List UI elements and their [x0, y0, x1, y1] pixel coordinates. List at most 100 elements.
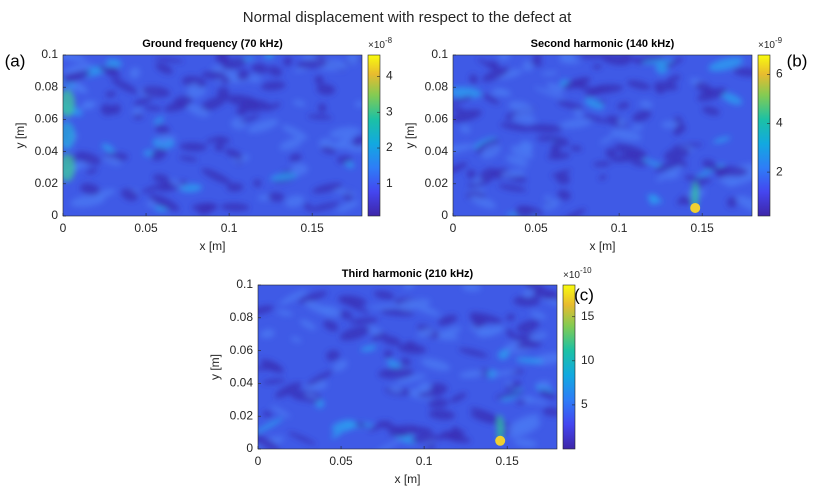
field-blob: [261, 378, 286, 385]
x-tick-label: 0.1: [416, 454, 433, 468]
plot-title: Third harmonic (210 kHz): [342, 268, 474, 280]
field-blob: [497, 349, 510, 360]
field-blob: [451, 426, 461, 438]
field-blob: [513, 295, 541, 307]
y-tick-label: 0.08: [230, 310, 254, 324]
field-blob: [500, 122, 532, 132]
field-blob: [63, 62, 93, 75]
field-blob: [215, 55, 227, 64]
field-blob: [529, 331, 548, 341]
field-blob: [438, 314, 458, 326]
field-blob: [556, 173, 570, 185]
field-blob: [63, 121, 75, 150]
field-blob: [482, 325, 505, 337]
field-blob: [544, 290, 557, 298]
field-blob: [514, 206, 535, 216]
field-blob: [495, 435, 506, 446]
field-blob: [268, 192, 285, 202]
field-blob: [240, 115, 261, 123]
field-blob: [326, 349, 340, 362]
x-tick-label: 0: [255, 454, 262, 468]
field-blob: [383, 349, 393, 359]
field-blob: [399, 298, 431, 309]
field-blob: [224, 148, 243, 159]
panel-label: (a): [5, 51, 26, 70]
field-blob: [632, 110, 652, 122]
field-blob: [479, 167, 498, 181]
field-blob: [562, 77, 591, 90]
field-blob: [98, 65, 121, 78]
field-blob: [506, 313, 516, 321]
colorbar-tick-label: 10: [581, 353, 595, 367]
field-blob: [428, 398, 449, 409]
field-blob: [505, 329, 515, 336]
field-blob: [507, 419, 542, 438]
field-blob: [373, 290, 395, 300]
colorbar-exponent: ×10-8: [368, 36, 393, 51]
field-blob: [274, 382, 302, 398]
field-blob: [329, 187, 358, 196]
field-blob: [500, 169, 526, 178]
field-blob: [654, 86, 665, 94]
x-tick-label: 0: [60, 221, 67, 235]
field-blob: [453, 162, 468, 176]
y-tick-label: 0.06: [35, 112, 59, 126]
field-blob: [199, 96, 227, 112]
field-blob: [186, 83, 199, 92]
field-blob: [673, 126, 682, 136]
field-blob: [340, 298, 370, 314]
field-blob: [220, 77, 231, 84]
field-blob: [702, 159, 718, 171]
x-axis-label: x [m]: [200, 239, 226, 253]
field-blob: [466, 169, 476, 179]
field-blob: [318, 103, 327, 113]
field-blob: [690, 202, 701, 213]
y-axis-label: y [m]: [208, 354, 222, 380]
field-blob: [417, 328, 435, 338]
field-blob: [532, 55, 542, 62]
x-tick-label: 0.1: [221, 221, 238, 235]
field-blob: [522, 60, 534, 72]
field-blob: [339, 310, 353, 320]
y-tick-label: 0.06: [425, 112, 449, 126]
field-blob: [63, 89, 75, 118]
field-blob: [475, 138, 499, 154]
field-blob: [299, 319, 317, 331]
field-blob: [258, 433, 280, 449]
field-blob: [236, 69, 250, 81]
field-texture: [258, 285, 557, 449]
field-blob: [397, 343, 427, 354]
field-blob: [258, 305, 274, 315]
field-blob: [270, 172, 299, 182]
field-blob: [497, 55, 511, 61]
x-tick-label: 0.1: [611, 221, 628, 235]
field-blob: [105, 91, 117, 98]
field-blob: [486, 369, 499, 379]
field-blob: [617, 117, 627, 127]
field-blob: [285, 195, 305, 208]
field-blob: [170, 178, 184, 189]
field-blob: [559, 118, 592, 129]
field-blob: [129, 67, 141, 79]
field-blob: [105, 58, 123, 68]
x-tick-label: 0.05: [524, 221, 548, 235]
field-blob: [735, 195, 752, 214]
field-blob: [641, 59, 675, 65]
field-blob: [648, 194, 659, 205]
field-blob: [592, 64, 602, 70]
field-blob: [336, 200, 360, 213]
field-blob: [427, 383, 448, 394]
field-blob: [733, 67, 752, 77]
exponent-power: -10: [580, 266, 592, 275]
colorbar-tick-label: 1: [386, 176, 393, 190]
field-blob: [410, 434, 439, 443]
field-blob: [617, 101, 630, 110]
field-blob: [332, 360, 348, 372]
field-blob: [418, 381, 432, 393]
field-blob: [721, 92, 743, 105]
field-blob: [697, 87, 727, 102]
y-axis-label: y [m]: [13, 123, 27, 149]
y-tick-label: 0.08: [425, 79, 449, 93]
y-tick-label: 0.08: [35, 79, 59, 93]
